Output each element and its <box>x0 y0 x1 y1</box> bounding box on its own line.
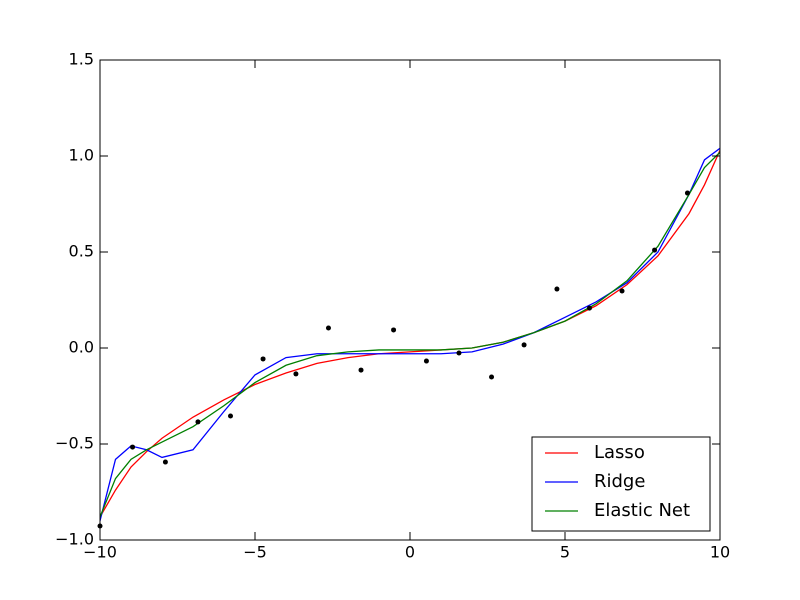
y-tick-label: 0.5 <box>69 242 94 261</box>
data-point <box>586 305 592 311</box>
data-point <box>423 358 429 364</box>
data-point <box>619 288 625 294</box>
x-tick-label: −5 <box>243 543 267 562</box>
y-tick-label: 1.5 <box>69 50 94 69</box>
y-tick-label: −1.0 <box>55 530 94 549</box>
legend-label: Lasso <box>594 442 645 463</box>
data-point <box>521 342 527 348</box>
y-tick-label: 0.0 <box>69 338 94 357</box>
legend-label: Elastic Net <box>594 500 690 521</box>
data-point <box>456 350 462 356</box>
data-point <box>260 356 266 362</box>
x-tick-label: 0 <box>405 543 415 562</box>
data-point <box>293 371 299 377</box>
data-point <box>325 325 331 331</box>
data-point <box>130 444 136 450</box>
data-point <box>391 327 397 333</box>
data-point <box>228 413 234 419</box>
legend: Lasso Ridge Elastic Net <box>531 436 711 532</box>
x-tick-label: 5 <box>560 543 570 562</box>
x-tick-label: 10 <box>710 543 730 562</box>
data-point <box>554 286 560 292</box>
data-point <box>684 190 690 196</box>
line-series <box>100 147 720 521</box>
data-point <box>162 459 168 465</box>
y-tick-label: 1.0 <box>69 146 94 165</box>
y-tick-label: −0.5 <box>55 434 94 453</box>
data-point <box>195 419 201 425</box>
data-point <box>358 367 364 373</box>
line-series <box>100 149 720 518</box>
data-point <box>489 374 495 380</box>
line-series <box>100 151 720 518</box>
x-tick-label: −10 <box>83 543 117 562</box>
legend-label: Ridge <box>594 471 645 492</box>
data-point <box>652 247 658 253</box>
